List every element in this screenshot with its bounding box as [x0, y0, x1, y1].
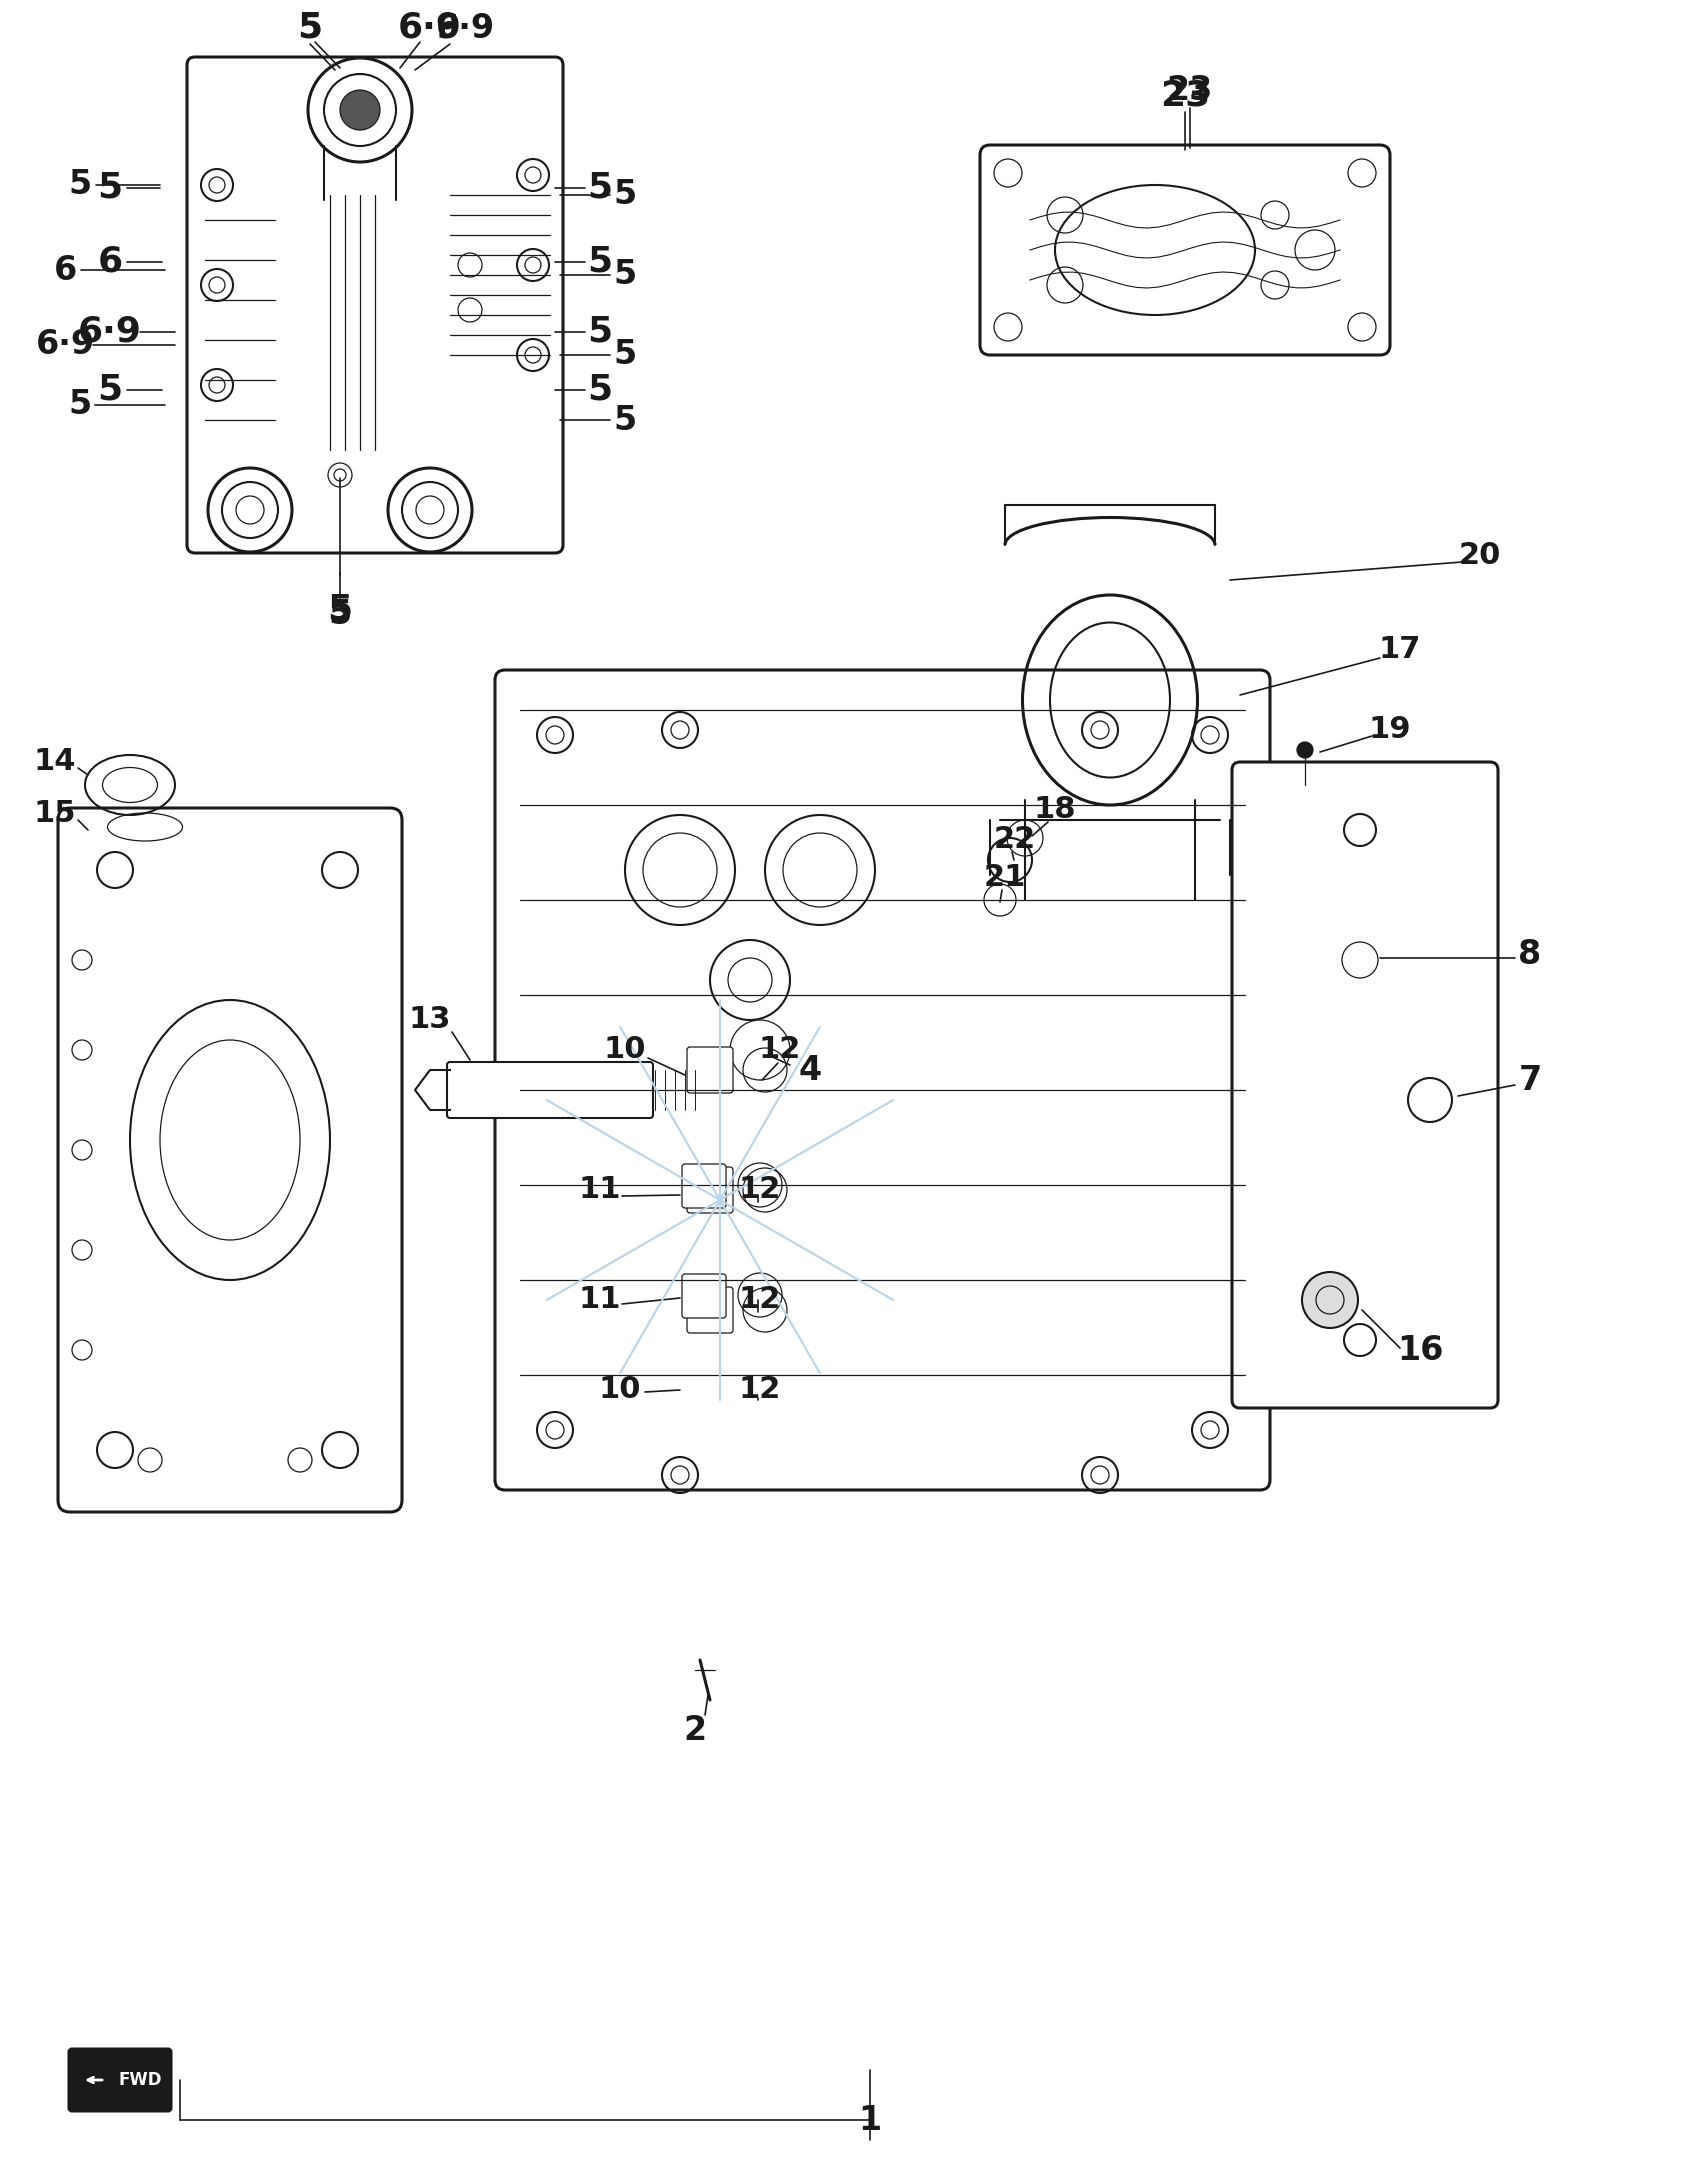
FancyBboxPatch shape [186, 57, 562, 553]
Text: MOTO: MOTO [715, 1234, 855, 1276]
FancyBboxPatch shape [447, 1062, 652, 1119]
FancyBboxPatch shape [683, 1274, 727, 1317]
Text: 7: 7 [1518, 1065, 1542, 1097]
Text: 5: 5 [588, 172, 613, 205]
Text: 10: 10 [598, 1376, 642, 1404]
Text: 5: 5 [613, 403, 637, 438]
Circle shape [1303, 1271, 1359, 1328]
Text: FWD: FWD [119, 2070, 161, 2090]
Text: 16: 16 [1398, 1335, 1443, 1367]
Circle shape [340, 89, 379, 131]
Text: 10: 10 [603, 1036, 645, 1065]
FancyBboxPatch shape [688, 1047, 734, 1093]
Text: 5: 5 [613, 337, 637, 372]
Text: 12: 12 [739, 1284, 781, 1315]
Text: 20: 20 [1459, 540, 1501, 570]
Text: 5: 5 [588, 372, 613, 407]
FancyBboxPatch shape [981, 146, 1391, 355]
Text: 12: 12 [739, 1376, 781, 1404]
FancyBboxPatch shape [58, 808, 401, 1513]
Text: 6·9: 6·9 [435, 11, 495, 44]
FancyBboxPatch shape [688, 1167, 734, 1213]
Text: 17: 17 [1379, 636, 1421, 664]
Text: 5: 5 [613, 259, 637, 292]
Circle shape [520, 999, 920, 1400]
Text: 14: 14 [34, 747, 76, 777]
Text: 18: 18 [1033, 795, 1076, 825]
Text: 5: 5 [298, 11, 322, 46]
Text: 19: 19 [1369, 716, 1411, 745]
FancyBboxPatch shape [495, 671, 1270, 1489]
Text: 12: 12 [759, 1036, 801, 1065]
Text: 15: 15 [34, 799, 76, 829]
Text: 1: 1 [859, 2103, 881, 2136]
Text: 21: 21 [984, 864, 1027, 893]
Text: 2: 2 [683, 1713, 706, 1746]
Text: 12: 12 [739, 1176, 781, 1204]
Text: 6·9: 6·9 [78, 316, 142, 348]
Text: 5: 5 [298, 11, 322, 44]
Text: 5: 5 [588, 316, 613, 348]
Text: 5: 5 [327, 592, 352, 627]
Circle shape [1298, 742, 1313, 758]
Text: 11: 11 [579, 1284, 622, 1315]
Text: 13: 13 [408, 1006, 451, 1034]
Text: 4: 4 [798, 1054, 822, 1086]
FancyBboxPatch shape [683, 1165, 727, 1208]
Text: 5: 5 [588, 246, 613, 279]
Text: 8: 8 [1518, 938, 1542, 971]
FancyBboxPatch shape [1232, 762, 1497, 1409]
Text: 5: 5 [98, 172, 122, 205]
Text: 6: 6 [98, 246, 122, 279]
Text: 6·9: 6·9 [36, 329, 95, 361]
Text: 22: 22 [994, 825, 1037, 856]
Text: 5: 5 [68, 168, 91, 202]
FancyBboxPatch shape [688, 1287, 734, 1332]
FancyBboxPatch shape [69, 2049, 171, 2112]
Text: 5: 5 [68, 388, 91, 422]
Text: 23: 23 [1160, 78, 1210, 111]
Text: OE: OE [722, 1130, 849, 1210]
Text: 5: 5 [98, 372, 122, 407]
Text: 5: 5 [613, 179, 637, 211]
Text: 6·9: 6·9 [398, 11, 462, 46]
Text: 11: 11 [579, 1176, 622, 1204]
Text: 5: 5 [329, 599, 352, 631]
Text: 6: 6 [54, 253, 76, 287]
Text: 23: 23 [1167, 74, 1213, 107]
